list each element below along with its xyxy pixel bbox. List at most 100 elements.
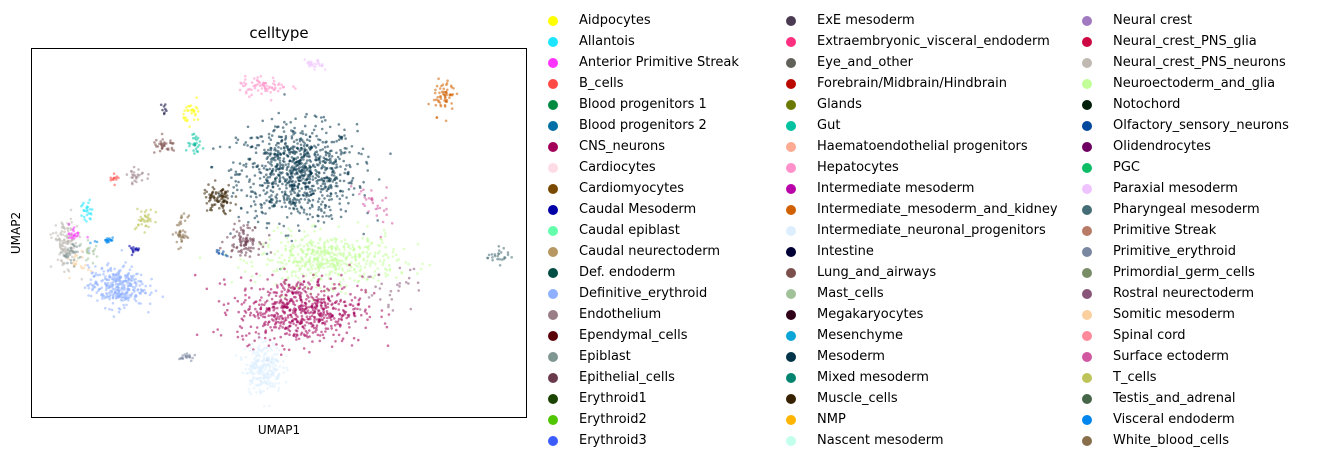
data-point — [342, 300, 346, 304]
data-point — [60, 221, 63, 224]
data-point — [376, 207, 379, 210]
data-point — [320, 127, 324, 131]
data-point — [136, 207, 139, 211]
data-point — [506, 251, 510, 254]
data-point — [117, 293, 120, 296]
data-point — [94, 265, 97, 268]
data-point — [326, 327, 330, 331]
data-point — [290, 239, 294, 243]
legend-marker — [548, 225, 558, 236]
data-point — [434, 103, 438, 107]
data-point — [67, 232, 71, 235]
data-point — [296, 315, 299, 319]
data-point — [294, 324, 298, 327]
data-point — [442, 93, 446, 97]
data-point — [295, 333, 299, 336]
legend-item: Epithelial_cells — [543, 367, 739, 388]
data-point — [240, 326, 244, 330]
data-point — [389, 152, 392, 155]
legend-item: Intermediate_mesoderm_and_kidney — [781, 199, 1058, 220]
data-point — [308, 135, 312, 139]
data-point — [77, 256, 80, 260]
data-point — [260, 92, 263, 96]
data-point — [277, 146, 280, 149]
data-point — [267, 222, 271, 225]
data-point — [256, 76, 260, 79]
data-point — [366, 318, 369, 322]
data-point — [286, 368, 289, 372]
legend-label: Caudal Mesoderm — [579, 202, 697, 217]
data-point — [246, 344, 249, 348]
data-point — [278, 300, 282, 303]
data-point — [222, 200, 225, 203]
data-point — [351, 243, 354, 247]
data-point — [179, 216, 183, 220]
data-point — [337, 225, 341, 228]
data-point — [193, 152, 196, 155]
data-point — [253, 191, 257, 194]
data-point — [184, 149, 188, 152]
data-point — [358, 245, 361, 249]
data-point — [285, 216, 289, 219]
data-point — [262, 81, 266, 85]
legend-marker — [786, 15, 796, 26]
data-point — [319, 203, 323, 206]
data-point — [317, 143, 320, 147]
data-point — [100, 267, 103, 271]
data-point — [378, 259, 382, 263]
data-point — [354, 254, 358, 258]
data-point — [229, 255, 233, 259]
legend-item: Intermediate_neuronal_progenitors — [781, 220, 1058, 241]
data-point — [305, 112, 308, 116]
data-point — [263, 359, 266, 362]
data-point — [246, 226, 249, 229]
legend-item: Visceral endoderm — [1077, 409, 1289, 430]
data-point — [397, 289, 400, 293]
data-point — [322, 266, 326, 270]
data-point — [322, 289, 326, 293]
data-point — [278, 180, 281, 184]
data-point — [58, 243, 62, 246]
data-point — [303, 58, 307, 61]
data-point — [280, 293, 283, 297]
data-point — [383, 258, 386, 262]
data-point — [122, 280, 126, 283]
data-point — [264, 339, 268, 343]
data-point — [144, 284, 147, 288]
data-point — [293, 257, 297, 260]
data-point — [149, 219, 152, 223]
data-point — [309, 287, 313, 291]
data-point — [242, 232, 245, 236]
data-point — [334, 257, 338, 261]
data-point — [117, 269, 121, 273]
data-point — [272, 173, 275, 176]
data-point — [318, 286, 322, 290]
data-point — [239, 254, 242, 257]
data-point — [400, 271, 404, 275]
data-point — [337, 123, 341, 126]
data-point — [236, 330, 239, 334]
data-point — [295, 207, 299, 211]
data-point — [147, 225, 150, 229]
data-point — [262, 152, 266, 155]
data-point — [323, 253, 327, 257]
data-point — [95, 255, 99, 258]
data-point — [324, 313, 328, 317]
data-point — [308, 256, 312, 259]
data-point — [323, 294, 326, 297]
data-point — [341, 278, 345, 281]
data-point — [80, 277, 84, 281]
data-point — [280, 304, 284, 307]
data-point — [343, 242, 347, 245]
data-point — [326, 249, 329, 252]
data-point — [314, 124, 317, 128]
data-point — [254, 331, 258, 334]
data-point — [270, 160, 273, 164]
legend-item: Cardiocytes — [543, 157, 739, 178]
data-point — [304, 304, 307, 308]
data-point — [341, 194, 344, 197]
data-point — [63, 262, 66, 265]
data-point — [260, 210, 264, 214]
data-point — [493, 254, 497, 258]
data-point — [437, 77, 440, 80]
